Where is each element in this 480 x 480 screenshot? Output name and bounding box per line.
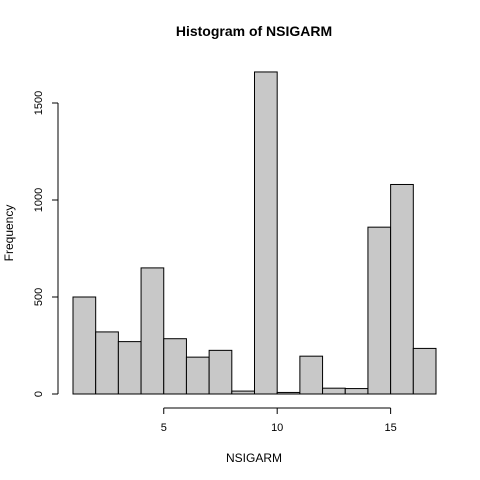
histogram-bar	[231, 390, 255, 395]
bars-group	[72, 71, 437, 395]
histogram-bar	[163, 338, 187, 395]
x-axis: 5 10 15	[161, 407, 397, 434]
histogram-bar	[140, 267, 165, 395]
histogram-bar	[367, 226, 392, 395]
histogram-bar	[299, 355, 324, 395]
y-tick-label: 0	[33, 391, 45, 397]
y-tick-label: 1000	[33, 188, 45, 212]
histogram-bar	[72, 296, 97, 395]
x-tick-label: 15	[385, 422, 397, 434]
histogram-bar	[322, 387, 346, 395]
x-axis-label: NSIGARM	[226, 451, 282, 465]
x-tick-label: 5	[161, 422, 167, 434]
histogram-bar	[276, 391, 301, 395]
histogram-bar	[117, 341, 142, 395]
y-axis-label: Frequency	[2, 205, 16, 262]
histogram-bar	[390, 183, 414, 395]
x-tick-label: 10	[271, 422, 283, 434]
y-axis: 0 500 1000 1500	[33, 91, 59, 397]
histogram-bar	[185, 356, 210, 395]
chart-title: Histogram of NSIGARM	[176, 23, 332, 39]
histogram-bar	[344, 388, 369, 395]
histogram-bar	[254, 71, 278, 395]
histogram-bar	[95, 331, 119, 395]
y-tick-label: 1500	[33, 91, 45, 115]
histogram-bar	[208, 349, 233, 395]
y-tick-label: 500	[33, 288, 45, 306]
histogram-bar	[412, 347, 437, 395]
